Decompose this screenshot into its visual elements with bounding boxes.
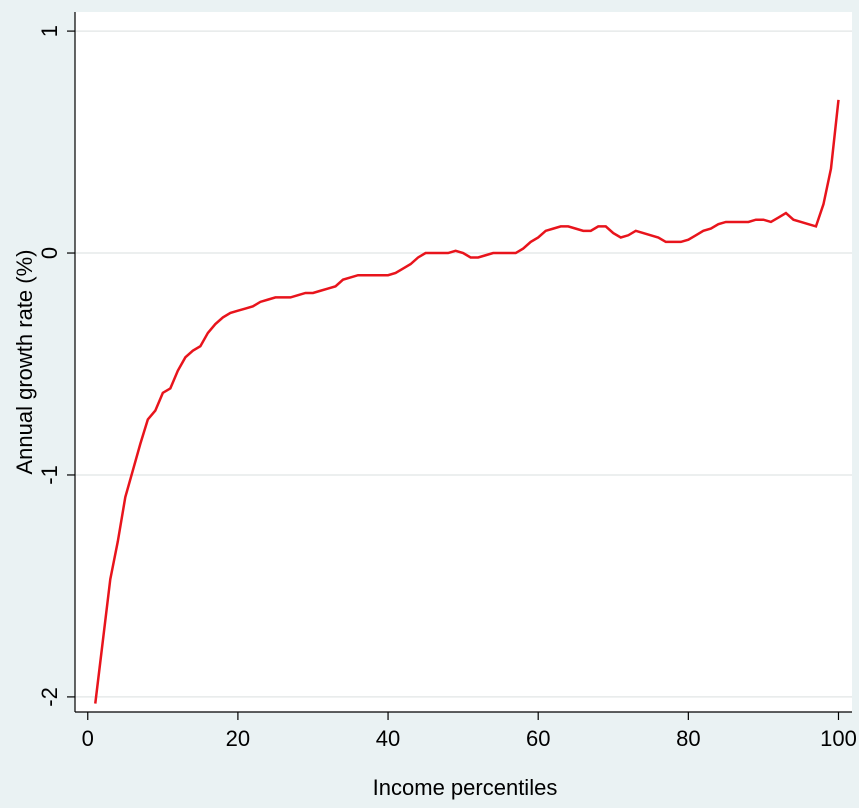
- x-tick-label: 0: [82, 726, 94, 751]
- x-tick-label: 20: [226, 726, 250, 751]
- data-line: [94, 99, 840, 704]
- x-tick-label: 40: [376, 726, 400, 751]
- x-tick-label: 100: [820, 726, 857, 751]
- plot-area: [75, 12, 852, 712]
- y-tick-label: -1: [37, 465, 62, 485]
- y-axis-title: Annual growth rate (%): [12, 250, 37, 475]
- x-tick-label: 80: [676, 726, 700, 751]
- y-tick-label: 0: [37, 247, 62, 259]
- y-tick-label: -2: [37, 687, 62, 707]
- y-tick-label: 1: [37, 25, 62, 37]
- x-axis-title: Income percentiles: [373, 775, 558, 800]
- x-tick-label: 60: [526, 726, 550, 751]
